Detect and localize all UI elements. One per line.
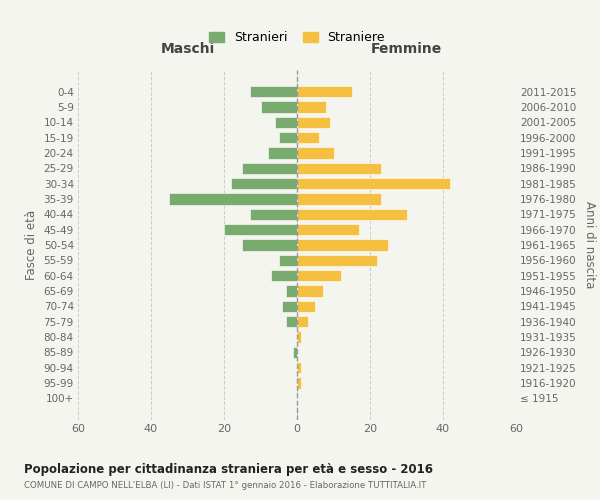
Bar: [250, 208, 297, 220]
Bar: [169, 193, 297, 204]
Bar: [297, 132, 319, 143]
Bar: [242, 162, 297, 174]
Bar: [232, 178, 297, 190]
Bar: [224, 224, 297, 235]
Bar: [297, 239, 388, 251]
Bar: [297, 224, 359, 235]
Bar: [297, 254, 377, 266]
Bar: [286, 286, 297, 297]
Text: Popolazione per cittadinanza straniera per età e sesso - 2016: Popolazione per cittadinanza straniera p…: [24, 462, 433, 475]
Text: Maschi: Maschi: [160, 42, 215, 56]
Bar: [242, 239, 297, 251]
Bar: [297, 286, 323, 297]
Bar: [268, 147, 297, 158]
Text: COMUNE DI CAMPO NELL'ELBA (LI) - Dati ISTAT 1° gennaio 2016 - Elaborazione TUTTI: COMUNE DI CAMPO NELL'ELBA (LI) - Dati IS…: [24, 481, 427, 490]
Bar: [286, 316, 297, 328]
Bar: [279, 132, 297, 143]
Bar: [297, 101, 326, 112]
Bar: [275, 116, 297, 128]
Bar: [297, 316, 308, 328]
Bar: [279, 254, 297, 266]
Bar: [297, 162, 381, 174]
Bar: [297, 270, 341, 281]
Bar: [297, 300, 315, 312]
Bar: [297, 86, 352, 98]
Bar: [297, 208, 407, 220]
Legend: Stranieri, Straniere: Stranieri, Straniere: [205, 28, 389, 48]
Bar: [297, 362, 301, 374]
Y-axis label: Anni di nascita: Anni di nascita: [583, 202, 596, 288]
Bar: [297, 332, 301, 343]
Y-axis label: Fasce di età: Fasce di età: [25, 210, 38, 280]
Bar: [297, 116, 330, 128]
Bar: [297, 178, 450, 190]
Bar: [283, 300, 297, 312]
Bar: [271, 270, 297, 281]
Bar: [297, 378, 301, 389]
Bar: [297, 147, 334, 158]
Bar: [293, 346, 297, 358]
Text: Femmine: Femmine: [371, 42, 442, 56]
Bar: [260, 101, 297, 112]
Bar: [297, 193, 381, 204]
Bar: [250, 86, 297, 98]
